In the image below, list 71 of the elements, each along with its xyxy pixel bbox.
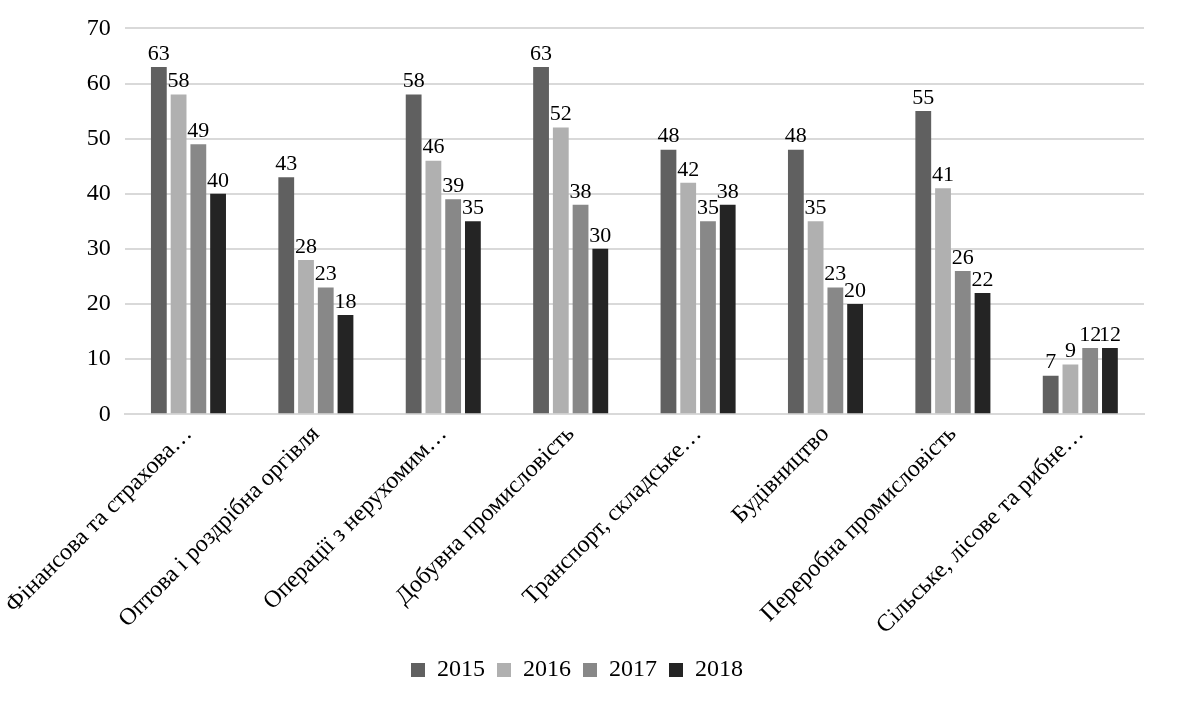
y-tick-label: 0 xyxy=(98,399,111,426)
data-label: 30 xyxy=(589,221,612,247)
bar xyxy=(592,248,609,414)
bar xyxy=(170,94,187,414)
data-label: 9 xyxy=(1064,337,1076,363)
data-label: 55 xyxy=(912,83,935,109)
bar xyxy=(807,221,824,414)
bar xyxy=(1102,348,1118,414)
y-tick-label: 10 xyxy=(86,344,111,371)
data-label: 12 xyxy=(1079,320,1102,346)
data-label: 40 xyxy=(207,166,230,192)
bar xyxy=(572,204,589,414)
data-label: 48 xyxy=(657,122,680,148)
y-tick-label: 40 xyxy=(86,179,111,206)
data-label: 63 xyxy=(530,39,553,65)
data-label: 38 xyxy=(569,177,592,203)
data-label: 49 xyxy=(187,116,210,142)
y-tick-label: 50 xyxy=(86,123,111,150)
data-label: 38 xyxy=(716,177,739,203)
bar xyxy=(680,182,697,414)
data-label: 58 xyxy=(402,67,425,93)
bar xyxy=(337,315,354,414)
bar xyxy=(445,199,462,414)
bar xyxy=(190,144,207,414)
bar xyxy=(847,303,864,414)
bar xyxy=(317,287,334,414)
bar xyxy=(954,270,971,414)
legend-label: 2015 xyxy=(437,655,485,682)
data-label: 46 xyxy=(422,133,445,159)
data-label: 26 xyxy=(951,243,974,269)
bar xyxy=(974,292,991,414)
data-label: 48 xyxy=(784,122,807,148)
data-label: 35 xyxy=(804,194,827,220)
bar xyxy=(719,204,736,414)
y-tick-label: 70 xyxy=(86,13,111,40)
data-label: 63 xyxy=(147,39,170,65)
bar xyxy=(787,149,804,414)
data-label: 43 xyxy=(275,149,298,175)
bar xyxy=(660,149,677,414)
data-label: 28 xyxy=(294,232,317,258)
bar xyxy=(1042,375,1059,414)
bar xyxy=(150,66,167,414)
bar xyxy=(552,127,569,414)
y-tick-label: 30 xyxy=(86,234,111,261)
bar xyxy=(915,111,932,414)
y-tick-label: 60 xyxy=(86,68,111,95)
bar xyxy=(425,160,442,414)
data-label: 35 xyxy=(696,194,719,220)
bar xyxy=(405,94,422,414)
data-label: 18 xyxy=(334,287,357,313)
y-tick-label: 20 xyxy=(86,289,111,316)
bar xyxy=(1082,348,1099,414)
data-label: 42 xyxy=(677,155,700,181)
data-label: 22 xyxy=(971,265,994,291)
bar xyxy=(298,259,314,414)
bar xyxy=(827,287,844,414)
bar xyxy=(533,66,549,414)
legend-label: 2016 xyxy=(523,655,571,682)
bar xyxy=(278,177,295,414)
bar xyxy=(1062,364,1079,414)
data-label: 58 xyxy=(167,67,190,93)
legend-label: 2017 xyxy=(609,655,657,682)
data-label: 7 xyxy=(1045,348,1057,374)
bar xyxy=(465,221,481,414)
bar xyxy=(700,221,716,414)
data-label: 41 xyxy=(932,161,955,187)
data-label: 23 xyxy=(314,260,337,286)
bar xyxy=(210,193,226,414)
bar xyxy=(935,188,951,414)
data-label: 52 xyxy=(549,100,572,126)
legend-label: 2018 xyxy=(695,655,743,682)
